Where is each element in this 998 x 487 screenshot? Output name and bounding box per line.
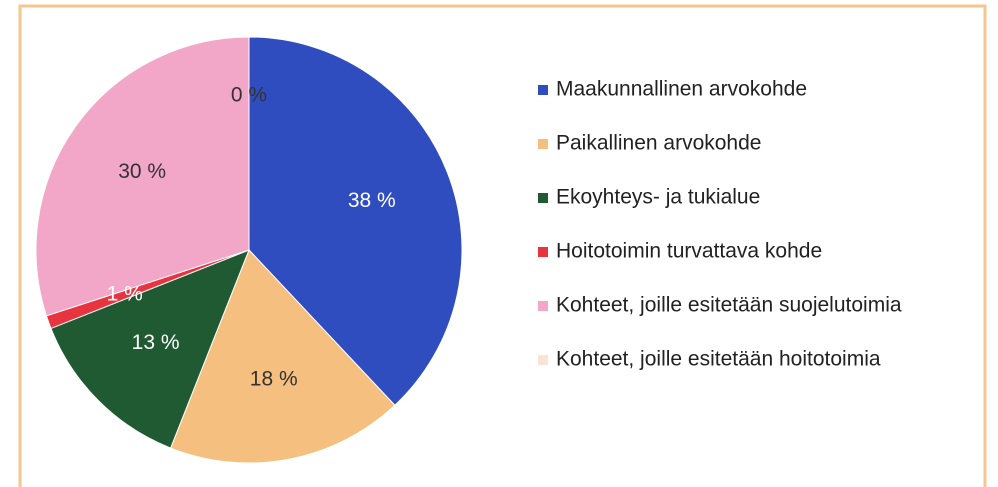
data-label: 30 %: [118, 160, 166, 183]
legend-swatch: [538, 85, 548, 95]
legend-label: Kohteet, joille esitetään suojelutoimia: [556, 294, 902, 317]
legend-label: Ekoyhteys- ja tukialue: [556, 186, 760, 209]
legend-label: Paikallinen arvokohde: [556, 132, 761, 155]
legend-label: Kohteet, joille esitetään hoitotoimia: [556, 348, 881, 371]
data-label: 0 %: [231, 83, 267, 106]
data-label: 13 %: [132, 331, 180, 354]
data-label: 38 %: [348, 189, 396, 212]
frame: [18, 4, 987, 487]
pie-slice: [248, 36, 463, 406]
legend-swatch: [538, 247, 548, 257]
pie-slice: [50, 249, 250, 449]
pie-slice: [169, 249, 396, 464]
data-label: 18 %: [250, 367, 298, 390]
legend-swatch: [538, 193, 548, 203]
legend-swatch: [538, 139, 548, 149]
legend-label: Hoitotoimin turvattava kohde: [556, 240, 822, 263]
legend-swatch: [538, 355, 548, 365]
legend-label: Maakunnallinen arvokohde: [556, 78, 807, 101]
legend-swatch: [538, 301, 548, 311]
pie-slice: [35, 36, 250, 317]
data-label: 1 %: [107, 282, 143, 305]
